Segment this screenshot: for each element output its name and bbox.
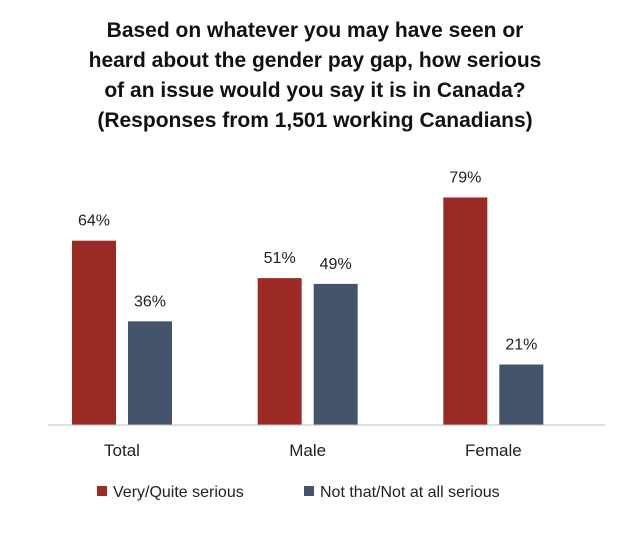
chart-title-line-2: heard about the gender pay gap, how seri… <box>89 49 542 72</box>
chart-legend: Very/Quite serious Not that/Not at all se… <box>97 484 500 501</box>
legend-label-series-1: Very/Quite serious <box>113 484 244 501</box>
legend-label-series-2: Not that/Not at all serious <box>320 484 500 501</box>
data-label-female-series-1: 79% <box>449 169 481 186</box>
legend-swatch-series-2 <box>304 486 314 496</box>
bar-male-series-2 <box>313 283 358 425</box>
data-label-total-series-2: 36% <box>134 293 166 310</box>
data-label-total-series-1: 64% <box>78 213 110 230</box>
bar-total-series-1 <box>72 240 116 425</box>
chart-title-line-3: of an issue would you say it is in Canad… <box>104 79 525 102</box>
chart-title-line-4: (Responses from 1,501 working Canadians) <box>97 109 532 132</box>
chart-title: Based on whatever you may have seen or h… <box>89 19 542 132</box>
bar-total-series-2 <box>128 321 172 425</box>
legend-swatch-series-1 <box>97 486 107 496</box>
chart-title-line-1: Based on whatever you may have seen or <box>107 19 524 42</box>
data-label-male-series-1: 51% <box>264 250 296 267</box>
bar-female-series-1 <box>443 197 488 425</box>
bar-female-series-2 <box>499 364 544 425</box>
category-label-male: Male <box>289 441 326 460</box>
data-label-female-series-2: 21% <box>505 337 537 354</box>
plot-area: 64% 36% Total 51% 49% Male 79% 21% Female <box>48 169 605 460</box>
bar-male-series-1 <box>257 278 302 425</box>
data-label-male-series-2: 49% <box>320 256 352 273</box>
category-label-total: Total <box>104 441 140 460</box>
category-label-female: Female <box>465 441 522 460</box>
